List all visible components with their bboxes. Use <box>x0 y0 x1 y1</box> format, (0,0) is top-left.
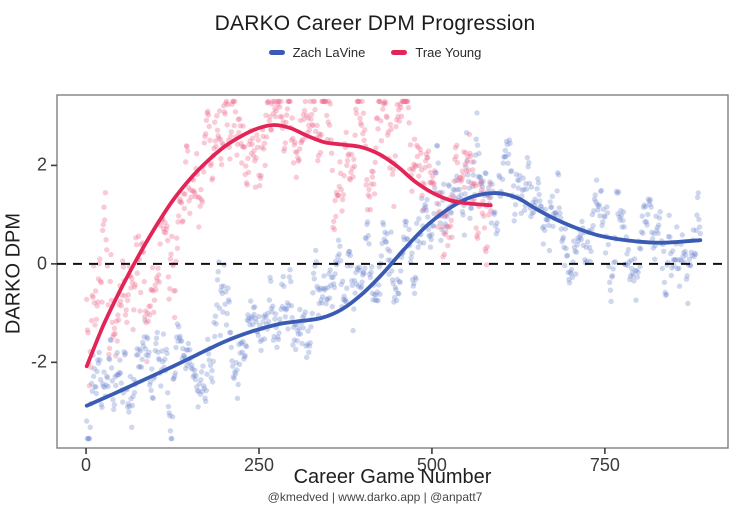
scatter-points-layer <box>57 98 728 442</box>
chart-legend: Zach LaVine Trae Young <box>0 45 750 60</box>
y-tick-label: -2 <box>30 351 47 372</box>
legend-swatch-icon <box>391 50 408 55</box>
legend-item-zach-lavine: Zach LaVine <box>268 45 366 60</box>
footer-credit: @kmedved | www.darko.app | @anpatt7 <box>267 490 483 504</box>
y-tick-label: 0 <box>36 253 47 274</box>
scatter-trae-young <box>84 98 494 389</box>
x-axis-title: Career Game Number <box>293 466 492 488</box>
legend-label: Trae Young <box>415 45 482 60</box>
chart-title: DARKO Career DPM Progression <box>214 12 536 35</box>
trend-line-zach-lavine <box>84 191 703 408</box>
y-axis-title: DARKO DPM <box>2 212 25 335</box>
x-tick-label: 500 <box>416 455 447 475</box>
trend-lines-layer <box>84 123 703 408</box>
plot-border <box>56 94 729 449</box>
trend-line-trae-young <box>84 123 493 369</box>
x-tick-label: 0 <box>81 455 92 475</box>
legend-label: Zach LaVine <box>292 45 366 60</box>
y-tick-label: 2 <box>36 154 47 175</box>
legend-swatch-icon <box>268 50 285 55</box>
legend-item-trae-young: Trae Young <box>391 45 481 60</box>
x-tick-label: 750 <box>589 455 620 475</box>
x-tick-label: 250 <box>243 455 275 475</box>
